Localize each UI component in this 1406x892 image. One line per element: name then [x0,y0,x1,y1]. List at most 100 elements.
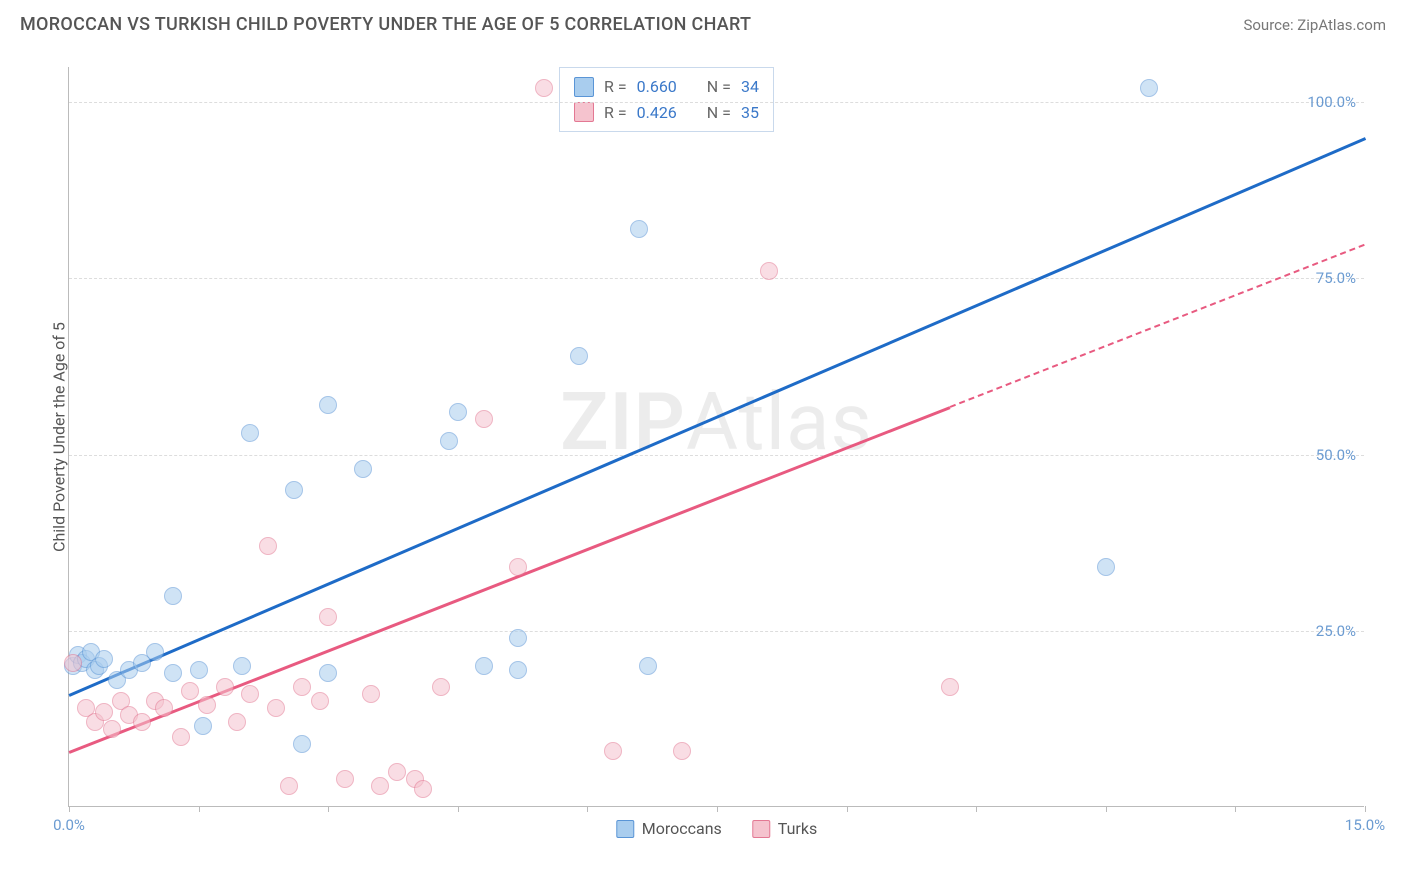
source-attribution: Source: ZipAtlas.com [1243,16,1386,34]
data-point [639,657,657,675]
data-point [293,678,311,696]
legend-n-label: N = [707,74,731,100]
legend-item: Turks [752,819,817,838]
x-tick [587,806,588,812]
legend-stats-row: R =0.426N =35 [574,100,759,126]
data-point [388,763,406,781]
plot-area: Child Poverty Under the Age of 5 ZIPAtla… [68,67,1364,807]
data-point [194,717,212,735]
data-point [64,654,82,672]
gridline-h [69,278,1364,279]
x-tick [847,806,848,812]
legend-r-value: 0.426 [637,100,677,126]
data-point [172,728,190,746]
gridline-h [69,631,1364,632]
data-point [95,650,113,668]
data-point [267,699,285,717]
data-point [630,220,648,238]
data-point [1140,79,1158,97]
x-tick [458,806,459,812]
x-tick [1235,806,1236,812]
title-bar: MOROCCAN VS TURKISH CHILD POVERTY UNDER … [0,0,1406,45]
legend-r-label: R = [604,100,627,126]
legend-swatch [752,820,770,838]
data-point [509,629,527,647]
y-tick-label: 50.0% [1316,446,1356,464]
data-point [432,678,450,696]
data-point [673,742,691,760]
data-point [336,770,354,788]
data-point [241,685,259,703]
legend-swatch [574,102,594,122]
x-tick [976,806,977,812]
legend-n-value: 34 [741,74,759,100]
legend-stats-row: R = 0.660 N = 34 [574,74,759,100]
data-point [941,678,959,696]
data-point [509,558,527,576]
data-point [164,664,182,682]
y-tick-label: 75.0% [1316,269,1356,287]
x-tick [69,806,70,812]
data-point [216,678,234,696]
data-point [95,703,113,721]
data-point [354,460,372,478]
x-tick [199,806,200,812]
data-point [181,682,199,700]
x-tick-label: 0.0% [53,816,85,834]
x-tick [717,806,718,812]
data-point [414,780,432,798]
data-point [190,661,208,679]
data-point [362,685,380,703]
data-point [570,347,588,365]
y-tick-label: 100.0% [1307,93,1356,111]
legend-bottom: Moroccans Turks [616,819,817,838]
data-point [228,713,246,731]
trendline-dashed [950,243,1365,407]
data-point [760,262,778,280]
data-point [259,537,277,555]
data-point [371,777,389,795]
x-tick [1106,806,1107,812]
data-point [241,424,259,442]
data-point [319,608,337,626]
gridline-h [69,455,1364,456]
legend-swatch [574,77,594,97]
legend-n-label: N = [707,100,731,126]
data-point [319,396,337,414]
data-point [475,410,493,428]
data-point [285,481,303,499]
data-point [198,696,216,714]
data-point [293,735,311,753]
data-point [449,403,467,421]
legend-label: Turks [778,819,817,838]
data-point [155,699,173,717]
data-point [103,720,121,738]
data-point [475,657,493,675]
data-point [440,432,458,450]
y-axis-title: Child Poverty Under the Age of 5 [50,322,69,552]
trendline [69,138,1366,697]
y-tick-label: 25.0% [1316,622,1356,640]
data-point [233,657,251,675]
x-tick [328,806,329,812]
x-tick-label: 15.0% [1345,816,1385,834]
data-point [311,692,329,710]
data-point [509,661,527,679]
legend-r-label: R = [604,74,627,100]
data-point [535,79,553,97]
legend-swatch [616,820,634,838]
x-tick [1365,806,1366,812]
data-point [280,777,298,795]
data-point [604,742,622,760]
data-point [133,713,151,731]
legend-r-value: 0.660 [637,74,677,100]
data-point [164,587,182,605]
gridline-h [69,102,1364,103]
legend-item: Moroccans [616,819,722,838]
legend-label: Moroccans [642,819,722,838]
chart-title: MOROCCAN VS TURKISH CHILD POVERTY UNDER … [20,14,751,35]
data-point [319,664,337,682]
data-point [1097,558,1115,576]
chart-container: Child Poverty Under the Age of 5 ZIPAtla… [20,55,1386,845]
legend-stats-box: R =0.660N =34R =0.426N =35 [559,67,774,132]
